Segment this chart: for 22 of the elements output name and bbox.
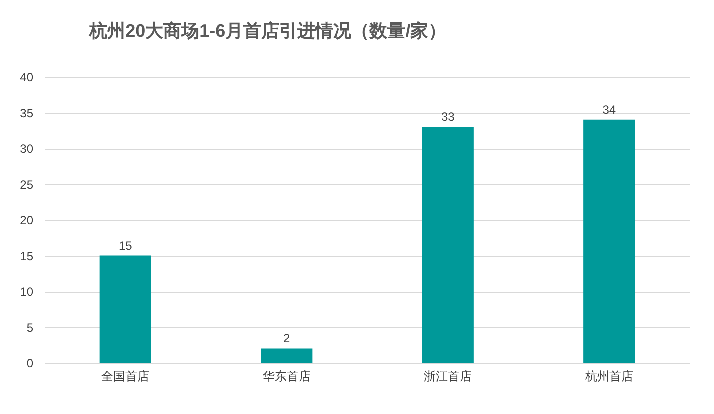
- x-tick-label: 全国首店: [102, 370, 150, 384]
- y-tick-label: 0: [26, 356, 34, 370]
- y-tick-label: 10: [20, 285, 34, 299]
- x-tick-label: 杭州首店: [584, 370, 634, 384]
- y-tick-label: 30: [20, 142, 34, 156]
- y-tick-label: 5: [26, 320, 34, 335]
- data-label: 33: [441, 110, 456, 124]
- x-tick-label: 华东首店: [262, 370, 311, 384]
- bar: [261, 348, 313, 363]
- data-label: 2: [284, 332, 291, 346]
- y-tick-label: 25: [20, 178, 34, 192]
- y-tick-label: 20: [20, 214, 34, 228]
- y-tick-label: 40: [20, 70, 34, 84]
- bar: [422, 127, 474, 363]
- x-tick-label: 浙江首店: [424, 370, 472, 384]
- data-label: 15: [118, 238, 133, 253]
- y-tick-label: 35: [20, 106, 34, 120]
- bar: [584, 120, 636, 363]
- y-tick-label: 15: [20, 249, 34, 264]
- chart-title: 杭州20大商场1-6月首店引进情况（数量/家）: [88, 21, 447, 41]
- bar: [100, 256, 152, 363]
- data-label: 34: [602, 102, 616, 117]
